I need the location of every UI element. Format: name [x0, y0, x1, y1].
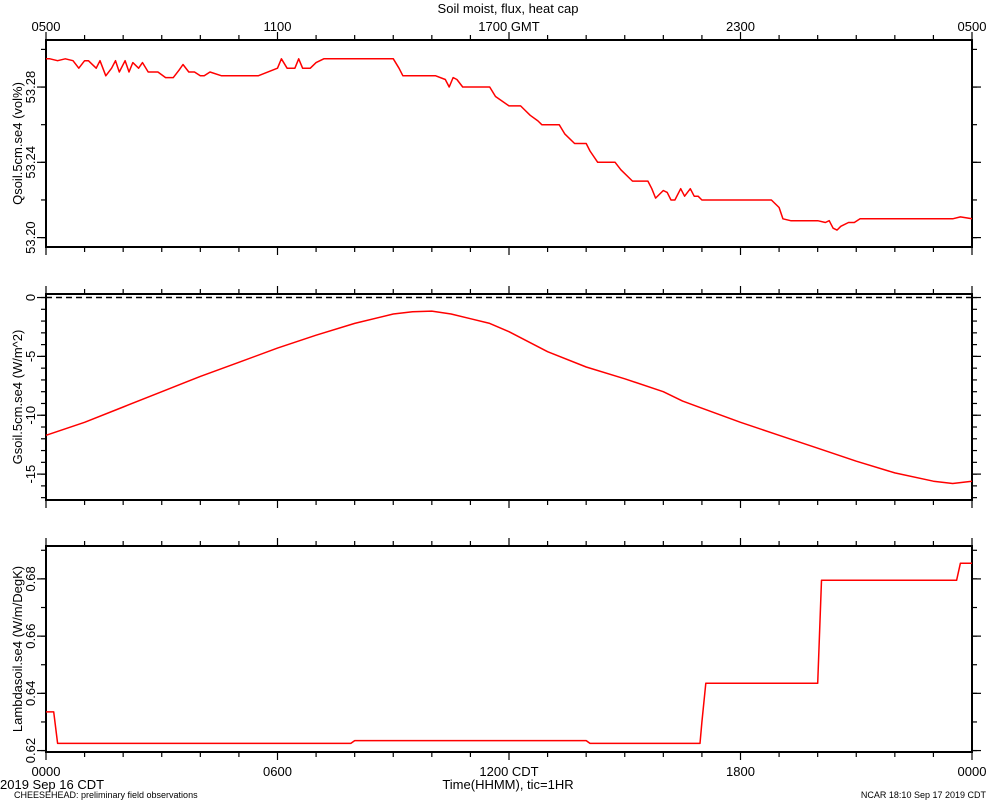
- plot-frame: [45, 293, 973, 501]
- top-axis-labels: 0500 1100 1700 GMT 2300 0500: [32, 19, 987, 34]
- bottom-tick-label: 1200 CDT: [479, 764, 538, 779]
- bottom-tick-label: 0000: [958, 764, 987, 779]
- y-tick-label: -15: [23, 465, 38, 484]
- y-tick-label: 0.64: [23, 681, 38, 706]
- y-tick-label: 0.68: [23, 566, 38, 591]
- series-line-lambda: [46, 562, 972, 745]
- chart-title: Soil moist, flux, heat cap: [438, 1, 579, 16]
- y-tick-label: -5: [23, 351, 38, 363]
- plot-frame: [45, 39, 973, 248]
- bottom-tick-label: 0600: [263, 764, 292, 779]
- y-tick-label: 53.24: [23, 146, 38, 179]
- y-tick-label: -10: [23, 406, 38, 425]
- y-tick-label: 0.66: [23, 623, 38, 648]
- y-tick-label: 0.62: [23, 738, 38, 763]
- y-tick-label: 53.20: [23, 221, 38, 254]
- series-line-gsoil: [45, 310, 973, 485]
- panel-gsoil: -15 -10 -5 0 Gsoil.5cm.se4 (W/m^2): [10, 286, 981, 508]
- footer-right: NCAR 18:10 Sep 17 2019 CDT: [861, 790, 987, 800]
- top-tick-label: 1700 GMT: [478, 19, 539, 34]
- top-tick-label: 1100: [264, 19, 292, 34]
- date-label: 2019 Sep 16 CDT: [0, 777, 104, 792]
- bottom-axis-labels: 0000 0600 1200 CDT 1800 0000: [32, 764, 987, 779]
- top-tick-label: 0500: [958, 19, 987, 34]
- y-tick-label: 0: [23, 294, 38, 301]
- bottom-tick-label: 1800: [726, 764, 755, 779]
- x-axis-label: Time(HHMM), tic=1HR: [442, 777, 573, 792]
- y-axis-label: Gsoil.5cm.se4 (W/m^2): [10, 330, 25, 465]
- plot-frame: [45, 545, 973, 753]
- y-axis-label: Qsoil.5cm.se4 (vol%): [10, 82, 25, 205]
- bottom-tick-label: 0000: [32, 764, 61, 779]
- footer-left: CHEESEHEAD: preliminary field observatio…: [14, 790, 198, 800]
- series-line-qsoil: [46, 58, 973, 231]
- y-tick-label: 53.28: [23, 71, 38, 104]
- y-axis-label: Lambdasoil.se4 (W/m/DegK): [10, 566, 25, 732]
- top-tick-label: 2300: [726, 19, 755, 34]
- top-tick-label: 0500: [32, 19, 61, 34]
